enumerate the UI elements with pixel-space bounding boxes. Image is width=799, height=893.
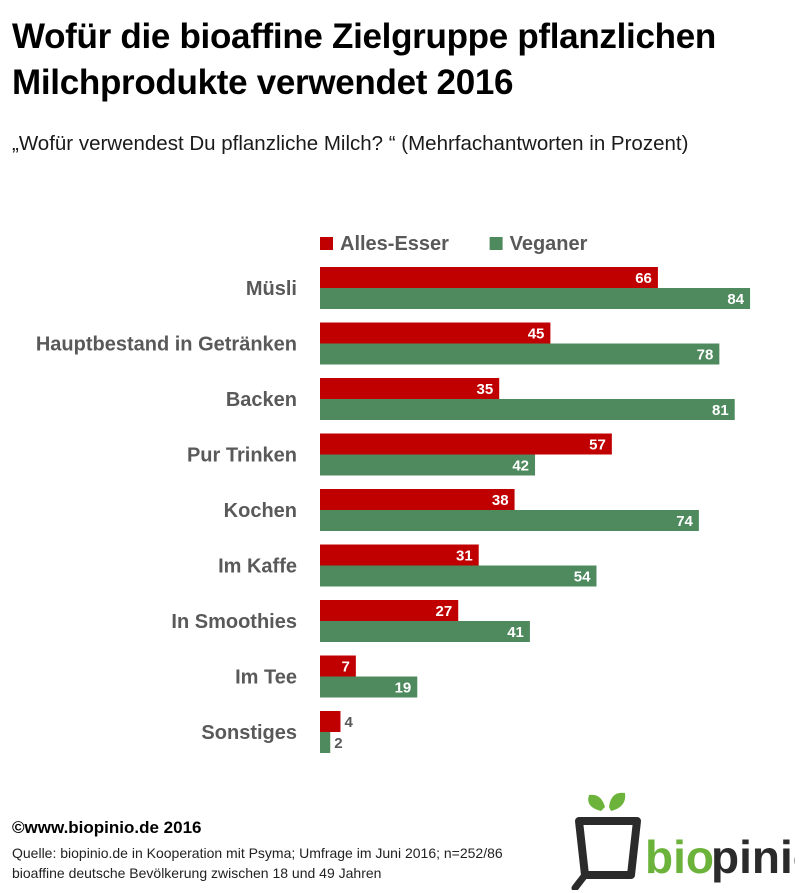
biopinio-logo: bio pinio: [571, 792, 795, 890]
bar-veganer: [320, 510, 699, 531]
legend-swatch-1: [320, 237, 333, 250]
source-line-2: bioaffine deutsche Bevölkerung zwischen …: [12, 865, 382, 881]
data-label: 19: [395, 680, 412, 697]
data-label: 57: [589, 437, 606, 454]
data-label: 2: [334, 735, 342, 752]
legend-label-2: Veganer: [510, 233, 588, 255]
logo-text-bio: bio: [645, 831, 714, 883]
category-label: Im Tee: [235, 667, 297, 689]
data-label: 81: [712, 402, 729, 419]
legend-swatch-2: [489, 237, 503, 250]
plant-pot-logo-icon: [571, 792, 641, 890]
bar-veganer: [320, 565, 597, 587]
chart-subtitle: „Wofür verwendest Du pflanzliche Milch? …: [12, 132, 689, 155]
category-label: Müsli: [246, 278, 297, 300]
logo-text-pinio: pinio: [711, 831, 795, 883]
category-label: Kochen: [224, 500, 297, 522]
bar-veganer: [320, 732, 331, 753]
source-line-1: Quelle: biopinio.de in Kooperation mit P…: [12, 845, 503, 861]
chart-title: Wofür die bioaffine Zielgruppe pflanzlic…: [12, 17, 716, 102]
data-label: 7: [341, 659, 349, 676]
data-label: 54: [574, 569, 591, 586]
bar-alles-esser: [320, 600, 459, 621]
bar-chart: Alles-Esser Veganer Müsli 66 84 Hauptbestand …: [36, 233, 751, 753]
data-label: 35: [477, 381, 494, 398]
category-label: Pur Trinken: [187, 445, 297, 467]
copyright-notice: ©www.biopinio.de 2016: [12, 818, 202, 837]
bar-veganer: [320, 621, 530, 642]
bar-alles-esser: [320, 489, 515, 510]
data-label: 66: [635, 270, 652, 287]
data-label: 41: [507, 624, 524, 641]
bar-alles-esser: [320, 322, 551, 344]
data-label: 84: [727, 291, 744, 308]
bar-alles-esser: [320, 378, 500, 399]
data-label: 45: [528, 326, 545, 343]
category-label: Im Kaffe: [218, 556, 297, 578]
source-note: Quelle: biopinio.de in Kooperation mit P…: [12, 843, 572, 883]
bar-alles-esser: [320, 433, 612, 455]
bar-alles-esser: [320, 267, 658, 288]
data-label: 74: [676, 513, 693, 530]
data-label: 42: [512, 458, 529, 475]
category-label: Hauptbestand in Getränken: [36, 334, 297, 356]
data-label: 4: [344, 714, 353, 731]
data-label: 38: [492, 492, 509, 509]
legend-label-1: Alles-Esser: [340, 233, 449, 255]
data-label: 78: [697, 347, 714, 364]
data-label: 31: [456, 548, 473, 565]
data-label: 27: [436, 603, 453, 620]
category-label: In Smoothies: [171, 611, 297, 633]
bar-veganer: [320, 454, 536, 476]
bar-veganer: [320, 399, 735, 420]
category-label: Sonstiges: [201, 722, 297, 744]
bar-alles-esser: [320, 655, 356, 677]
bar-veganer: [320, 288, 751, 309]
bar-alles-esser: [320, 711, 341, 732]
bar-alles-esser: [320, 544, 479, 566]
bar-veganer: [320, 676, 418, 698]
bar-veganer: [320, 343, 720, 365]
category-label: Backen: [226, 389, 297, 411]
